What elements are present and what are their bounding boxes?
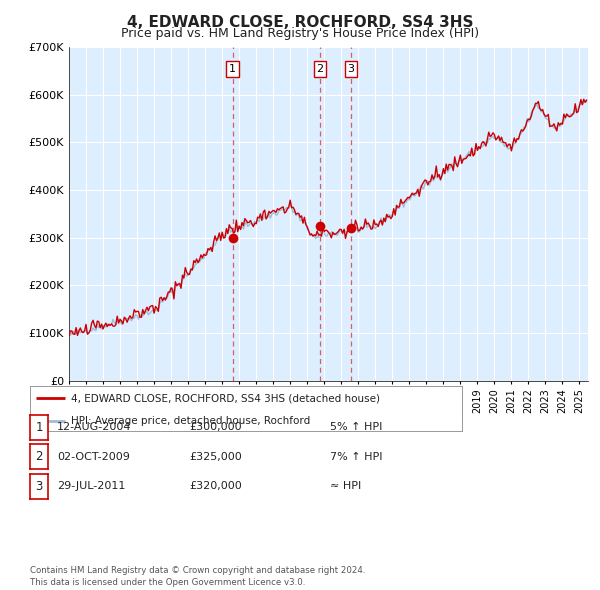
Text: 29-JUL-2011: 29-JUL-2011 — [57, 481, 125, 491]
Text: 1: 1 — [35, 421, 43, 434]
Text: 4, EDWARD CLOSE, ROCHFORD, SS4 3HS (detached house): 4, EDWARD CLOSE, ROCHFORD, SS4 3HS (deta… — [71, 394, 380, 404]
Text: £300,000: £300,000 — [189, 422, 242, 432]
Text: 02-OCT-2009: 02-OCT-2009 — [57, 452, 130, 461]
Text: HPI: Average price, detached house, Rochford: HPI: Average price, detached house, Roch… — [71, 416, 310, 426]
Text: 1: 1 — [229, 64, 236, 74]
Text: £320,000: £320,000 — [189, 481, 242, 491]
Text: Price paid vs. HM Land Registry's House Price Index (HPI): Price paid vs. HM Land Registry's House … — [121, 27, 479, 40]
Text: 4, EDWARD CLOSE, ROCHFORD, SS4 3HS: 4, EDWARD CLOSE, ROCHFORD, SS4 3HS — [127, 15, 473, 30]
Text: 7% ↑ HPI: 7% ↑ HPI — [330, 452, 383, 461]
Text: 12-AUG-2004: 12-AUG-2004 — [57, 422, 131, 432]
Text: ≈ HPI: ≈ HPI — [330, 481, 361, 491]
Text: Contains HM Land Registry data © Crown copyright and database right 2024.
This d: Contains HM Land Registry data © Crown c… — [30, 566, 365, 587]
Text: £325,000: £325,000 — [189, 452, 242, 461]
Text: 5% ↑ HPI: 5% ↑ HPI — [330, 422, 382, 432]
Text: 3: 3 — [35, 480, 43, 493]
Text: 2: 2 — [35, 450, 43, 463]
Text: 3: 3 — [347, 64, 355, 74]
Text: 2: 2 — [316, 64, 323, 74]
